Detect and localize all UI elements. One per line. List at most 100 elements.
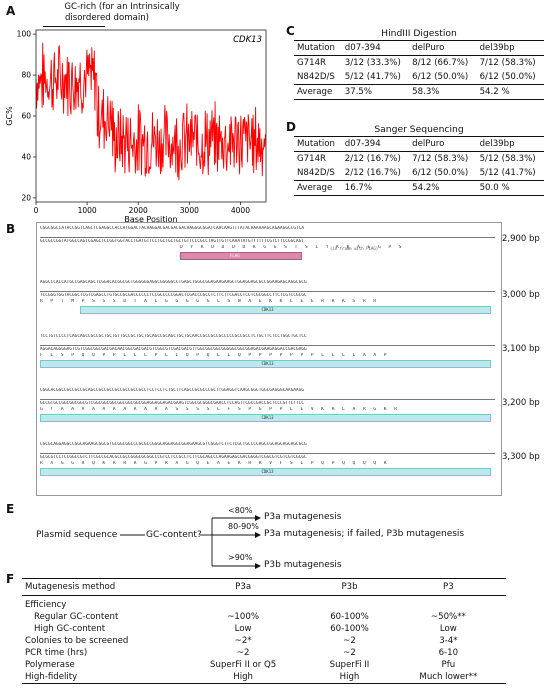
sequence-block-4: CGGCACGGCCGCCGCCGCAGCCGCCGCCGCCGCCGCCGCC… [40, 388, 495, 422]
header-delpuro: delPuro [409, 136, 477, 152]
row-label: Regular GC-content [34, 612, 119, 622]
sanger-table: Sanger Sequencing Mutation d07-394 delPu… [294, 122, 544, 196]
cell: 6-10 [438, 648, 459, 658]
cell [391, 599, 506, 611]
cell: 5/12 (41.7%) [479, 168, 536, 178]
y-tick-label: 40 [21, 152, 31, 161]
cell: 60-100% [330, 624, 369, 634]
cdk13-label: CDK13 [261, 469, 274, 474]
cell: ~2 [236, 648, 250, 658]
sequence-map-frame [36, 222, 502, 496]
top-strand: TCCTGTCCCCTCAGCAGCCGCCGCTGCTGTTGCCGCTGCT… [40, 334, 307, 339]
branch-condition-low: <80% [228, 506, 253, 515]
table-row: High-fidelity High High Much lower** [22, 671, 506, 684]
header-mutation: Mutation [294, 40, 342, 56]
average-row: Average 16.7% 54.2% 50.0 % [294, 180, 544, 196]
flag-label: FLAG [230, 253, 240, 258]
amino-acids: D Y K D D D D K G G S T S L Y K K A E G … [180, 245, 402, 250]
y-tick-label: 60 [21, 112, 31, 121]
cell: Low [234, 624, 252, 634]
cell: Average [294, 180, 342, 196]
bottom-strand: GCCGCCGGTATGGCCAGTCGAGCTCCGGTGGTACCTGATG… [40, 239, 305, 244]
header-d07: d07-394 [341, 136, 410, 152]
cell: 2/12 (16.7%) [344, 168, 401, 178]
row-label: Colonies to be screened [25, 636, 129, 646]
cell: 6/12 (50.0%) [412, 72, 469, 82]
header-p3a: P3a [178, 578, 309, 596]
in-frame-note: (in frame with FLAG) [330, 246, 379, 251]
row-label: Efficiency [25, 600, 67, 610]
bp-label-3: 3,100 bp [502, 344, 540, 354]
cell: 6/12 (50.0%) [412, 168, 469, 178]
x-tick-label: 4000 [231, 206, 250, 215]
flowchart-lines [120, 515, 261, 569]
table-row: Colonies to be screened ~2* ~2 3-4* [22, 635, 506, 647]
sequence-block-5: CGCGCAGGAGGCCGGCAGAAGCGGCGTGCGGCGGCCCGCG… [40, 442, 495, 476]
ruler [40, 395, 495, 400]
x-tick-label: 1000 [78, 206, 97, 215]
cell: Average [294, 84, 342, 100]
top-strand: CGGCGGCCATACCGGTCAGCTCGAGGCCACCATGGACTAC… [40, 226, 305, 231]
sanger-caption: Sanger Sequencing [374, 123, 464, 135]
cell [178, 599, 308, 611]
annotation-line-1: GC-rich (for an Intrinsically [64, 2, 180, 12]
plot-frame [35, 29, 267, 203]
panel-letter-f: F [6, 572, 15, 586]
header-d07: d07-394 [341, 40, 410, 56]
cdk13-feature: CDK13 [40, 306, 495, 314]
cdk13-feature: CDK13 [40, 360, 495, 368]
cell: 16.7% [341, 180, 410, 196]
cell: ~50%** [430, 612, 466, 622]
sequence-block-3: TCCTGTCCCCTCAGCAGCCGCCGCTGCTGTTGCCGCTGCT… [40, 334, 495, 368]
header-method: Mutagenesis method [22, 578, 178, 596]
cell: G714R [297, 58, 327, 68]
table-row: PCR time (hrs) ~2 ~2 6-10 [22, 647, 506, 659]
gc-rich-bracket [43, 26, 105, 27]
cell: 7/12 (58.3%) [479, 58, 536, 68]
cell: SuperFi II [329, 660, 370, 670]
branch-result-high: P3b mutagenesis [264, 560, 342, 570]
table-row: N842D/S 5/12 (41.7%) 6/12 (50.0%) 6/12 (… [294, 70, 544, 85]
cell: 50.0 % [476, 180, 544, 196]
table-row: Efficiency [22, 599, 506, 611]
ruler [40, 449, 495, 454]
cdk13-bar [40, 414, 491, 422]
y-tick-label: 80 [21, 71, 31, 80]
cell: SuperFi II or Q5 [210, 660, 277, 670]
plasmid-sequence-label: Plasmid sequence [36, 530, 118, 540]
cell: 54.2 % [476, 84, 544, 100]
header-mutation: Mutation [294, 136, 342, 152]
bottom-strand: AGGACAGGGGAGTCGTCGGCGGCGACGACAACGGCGACGA… [40, 347, 307, 352]
table-row: Polymerase SuperFi II or Q5 SuperFi II P… [22, 659, 506, 671]
header-delpuro: delPuro [409, 40, 477, 56]
bottom-strand: GCCGTGCCGGCGGCGGCGTCGGCGGCGGCGGCGGCGGCGG… [40, 401, 305, 406]
panel-letter-a: A [6, 4, 16, 18]
row-label: High GC-content [34, 624, 106, 634]
cell: 54.2% [409, 180, 477, 196]
bp-label-4: 3,200 bp [502, 398, 540, 408]
cell: N842D/S [297, 168, 335, 178]
branch-result-mid: P3a mutagenesis; if failed, P3b mutagene… [264, 529, 465, 539]
cell: ~2* [234, 636, 252, 646]
cell: 8/12 (66.7%) [412, 58, 469, 68]
branch-condition-high: >90% [228, 553, 253, 562]
header-p3b: P3b [308, 578, 391, 596]
cell: 60-100% [330, 612, 369, 622]
header-del39bp: del39bp [476, 136, 544, 152]
ruler [40, 233, 495, 238]
cell [308, 599, 390, 611]
cdk13-feature: CDK13 [40, 468, 495, 476]
cell: 7/12 (58.3%) [412, 154, 469, 164]
table-row: G714R 2/12 (16.7%) 7/12 (58.3%) 5/12 (58… [294, 152, 544, 167]
y-tick-label: 100 [17, 30, 32, 39]
bp-label-1: 2,900 bp [502, 234, 540, 244]
flag-bar [180, 252, 302, 260]
average-row: Average 37.5% 58.3% 54.2 % [294, 84, 544, 100]
cell: N842D/S [297, 72, 335, 82]
cell: 37.5% [341, 84, 410, 100]
sequence-block-1: CGGCGGCCATACCGGTCAGCTCGAGGCCACCATGGACTAC… [40, 226, 495, 260]
hindiii-caption: HindIII Digestion [381, 27, 457, 39]
bottom-strand: TCCGGGTGGTACGGCTCGTCGAGCCTGTGCCGCGACCCCC… [40, 293, 307, 298]
table-row: G714R 3/12 (33.3%) 8/12 (66.7%) 7/12 (58… [294, 56, 544, 71]
table-row: N842D/S 2/12 (16.7%) 6/12 (50.0%) 5/12 (… [294, 166, 544, 181]
